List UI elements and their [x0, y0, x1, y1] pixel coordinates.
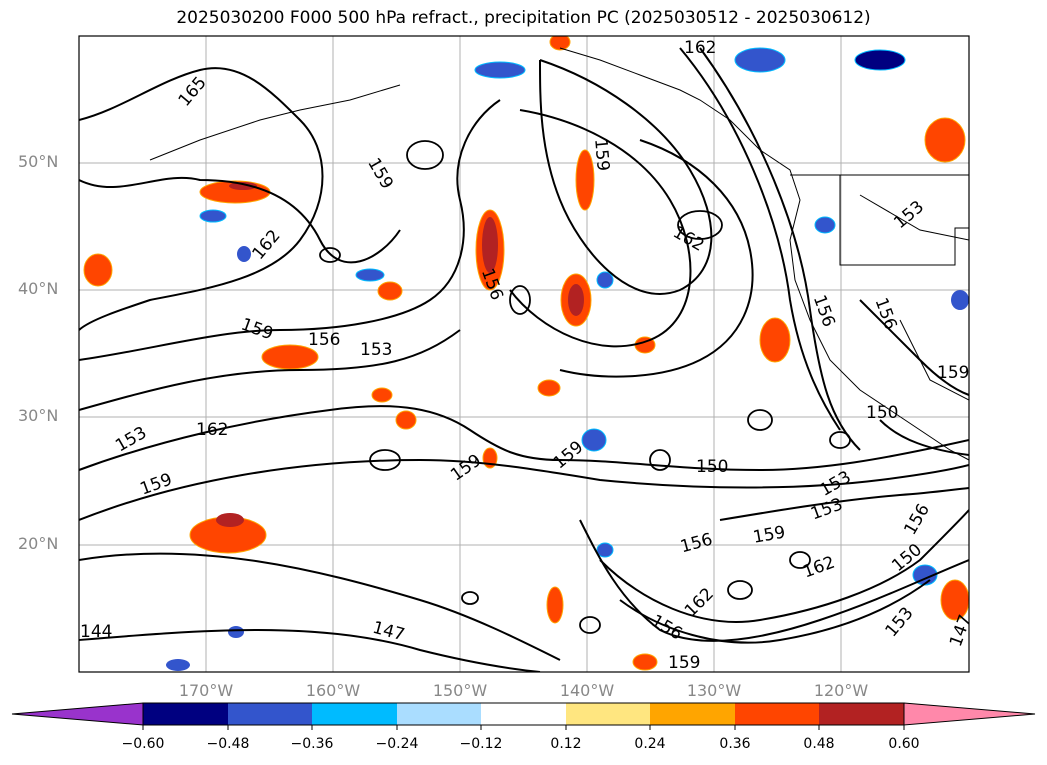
- contour-label: 162: [684, 38, 716, 58]
- lon-label: 140°W: [559, 681, 615, 700]
- contour-label: 159: [668, 653, 700, 673]
- colorbar-bin: [819, 703, 904, 725]
- contour-label: 144: [80, 622, 112, 642]
- contour-label: 159: [550, 437, 588, 473]
- colorbar-bin: [312, 703, 397, 725]
- contour-label: 156: [900, 501, 934, 539]
- contour-label: 162: [800, 553, 837, 583]
- contour-label: 150: [866, 403, 898, 423]
- small-contours: [319, 140, 851, 634]
- colorbar-tick-label: 0.12: [550, 736, 582, 752]
- colorbar-tick-label: 0.60: [888, 736, 920, 752]
- colorbar-extend-low: [11, 702, 144, 726]
- gridlines: [79, 36, 969, 672]
- contour-label: 159: [447, 451, 485, 486]
- map-title: 2025030200 F000 500 hPa refract., precip…: [176, 8, 871, 28]
- colorbar-tick-label: 0.48: [803, 736, 835, 752]
- colorbar-tick-label: 0.36: [719, 736, 751, 752]
- colorbar-bin: [143, 703, 228, 725]
- contour-labels: 165 159 162 159 156 153 153 162 159 159 …: [80, 38, 969, 673]
- colorbar-bin: [735, 703, 819, 725]
- colorbar-bin: [228, 703, 312, 725]
- contour-label: 153: [890, 197, 928, 233]
- colorbar-tick-label: −0.12: [459, 736, 503, 752]
- contour-label: 156: [809, 292, 839, 329]
- map-frame: [78, 35, 970, 673]
- contour-label: 159: [590, 138, 613, 172]
- lon-label: 120°W: [813, 681, 869, 700]
- lat-label: 20°N: [18, 534, 59, 553]
- colorbar-tick-label: −0.48: [206, 736, 250, 752]
- contour-label: 156: [678, 530, 715, 558]
- lon-label: 160°W: [305, 681, 361, 700]
- colorbar-bin: [650, 703, 735, 725]
- coastlines: [149, 47, 969, 461]
- colorbar: [11, 702, 1036, 730]
- contour-label: 159: [238, 315, 275, 345]
- height-contours: [79, 47, 969, 672]
- contour-label: 153: [882, 603, 918, 641]
- contour-label: 153: [808, 495, 845, 525]
- contour-label: 147: [370, 618, 407, 646]
- lat-label: 50°N: [18, 152, 59, 171]
- contour-label: 153: [360, 340, 392, 360]
- contour-label: 156: [308, 330, 340, 350]
- contour-label: 159: [363, 155, 397, 193]
- contour-label: 156: [648, 611, 686, 645]
- lat-label: 40°N: [18, 279, 59, 298]
- colorbar-bin: [566, 703, 650, 725]
- colorbar-tick-label: −0.24: [375, 736, 419, 752]
- colorbar-tick-label: 0.24: [634, 736, 666, 752]
- contour-label: 162: [196, 420, 228, 440]
- lon-label: 170°W: [178, 681, 234, 700]
- contour-label: 165: [175, 73, 211, 111]
- colorbar-bin: [481, 703, 566, 725]
- lon-label: 130°W: [686, 681, 742, 700]
- colorbar-extend-high: [903, 702, 1036, 726]
- contour-label: 156: [871, 295, 901, 332]
- colorbar-tick-label: −0.60: [121, 736, 165, 752]
- contour-label: 162: [248, 226, 284, 264]
- contour-label: 159: [137, 470, 174, 500]
- contour-label: 162: [681, 584, 718, 621]
- lon-label: 150°W: [432, 681, 488, 700]
- colorbar-tick-label: −0.36: [290, 736, 334, 752]
- contour-label: 150: [696, 457, 728, 477]
- contour-label: 159: [752, 522, 787, 547]
- contour-label: 159: [937, 363, 969, 383]
- lat-label: 30°N: [18, 406, 59, 425]
- precip-shading: [83, 36, 969, 671]
- colorbar-bin: [397, 703, 481, 725]
